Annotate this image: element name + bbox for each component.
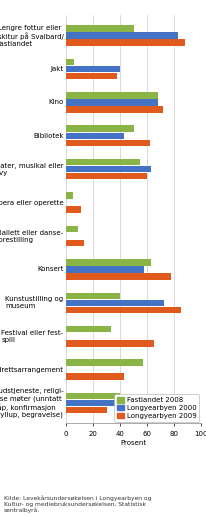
Bar bbox=[66, 166, 150, 172]
Bar bbox=[66, 407, 106, 413]
Legend: Fastlandet 2008, Longyearbyen 2000, Longyearbyen 2009: Fastlandet 2008, Longyearbyen 2000, Long… bbox=[114, 395, 198, 422]
Bar bbox=[66, 33, 177, 39]
Bar bbox=[66, 300, 164, 306]
Text: Kilde: Levekårsundersøkelsen i Longyearbyen og
Kultur- og mediebruksundersøkelse: Kilde: Levekårsundersøkelsen i Longyearb… bbox=[4, 495, 151, 513]
Bar bbox=[66, 359, 142, 366]
Bar bbox=[66, 225, 78, 232]
Bar bbox=[66, 259, 150, 266]
Bar bbox=[66, 92, 157, 99]
Bar bbox=[66, 66, 119, 72]
Bar bbox=[66, 125, 133, 132]
Bar bbox=[66, 192, 73, 199]
Bar bbox=[66, 393, 119, 399]
Bar bbox=[66, 307, 180, 313]
Bar bbox=[66, 39, 184, 46]
Bar bbox=[66, 173, 146, 180]
Bar bbox=[66, 99, 157, 106]
Bar bbox=[66, 73, 117, 79]
Bar bbox=[66, 240, 83, 246]
Bar bbox=[66, 400, 133, 406]
Bar bbox=[66, 326, 110, 332]
Bar bbox=[66, 374, 123, 380]
Bar bbox=[66, 59, 74, 65]
Bar bbox=[66, 340, 153, 347]
Bar bbox=[66, 266, 144, 272]
Bar bbox=[66, 293, 119, 299]
Bar bbox=[66, 106, 162, 112]
Bar bbox=[66, 139, 149, 146]
Bar bbox=[66, 133, 123, 139]
Bar bbox=[66, 273, 170, 280]
Bar bbox=[66, 25, 133, 31]
Bar bbox=[66, 159, 139, 166]
X-axis label: Prosent: Prosent bbox=[120, 440, 146, 445]
Bar bbox=[66, 206, 81, 213]
